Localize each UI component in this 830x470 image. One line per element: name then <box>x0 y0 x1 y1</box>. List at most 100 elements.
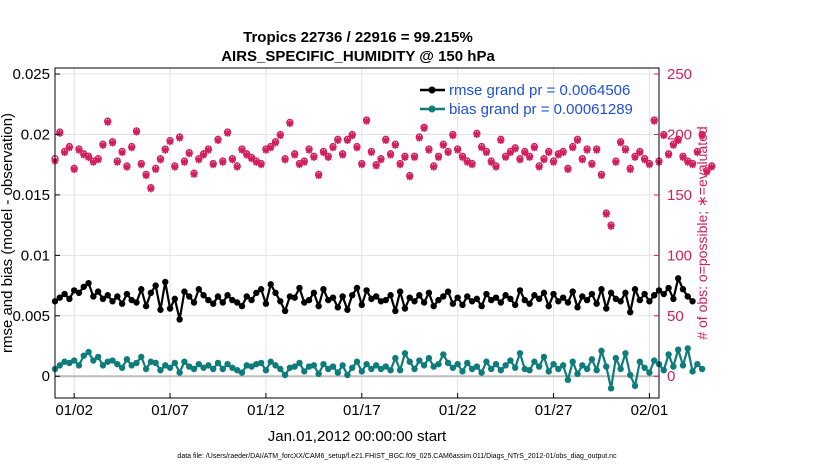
rmse-point <box>243 293 250 300</box>
obs-evaluated-point <box>329 144 337 152</box>
bias-point <box>262 366 270 374</box>
bias-point <box>411 365 418 373</box>
obs-evaluated-point <box>550 158 558 166</box>
rmse-point <box>138 286 145 293</box>
rmse-point <box>358 301 365 309</box>
rmse-point <box>559 294 567 301</box>
bias-point <box>574 370 581 378</box>
rmse-point <box>224 292 231 299</box>
obs-evaluated-point <box>104 118 112 126</box>
chart-subtitle: AIRS_SPECIFIC_HUMIDITY @ 150 hPa <box>221 48 495 65</box>
bias-point <box>430 363 437 370</box>
rmse-point <box>497 299 505 306</box>
bias-point <box>636 358 644 365</box>
obs-evaluated-point <box>506 149 514 157</box>
bias-point <box>157 366 164 374</box>
rmse-point <box>152 282 159 289</box>
rmse-point <box>162 278 169 286</box>
bias-point <box>85 348 92 356</box>
rmse-point <box>459 301 466 309</box>
rmse-point <box>430 302 437 310</box>
rmse-point <box>631 286 639 293</box>
rmse-point <box>435 296 442 304</box>
obs-evaluated-point <box>56 129 64 137</box>
rmse-point <box>689 298 696 305</box>
bias-point <box>564 376 572 384</box>
bias-point <box>396 366 404 374</box>
asterisk-stroke <box>665 151 672 159</box>
asterisk-stroke <box>205 147 212 154</box>
rmse-point <box>176 316 183 323</box>
rmse-point <box>200 292 207 299</box>
rmse-point <box>315 302 322 310</box>
bias-point <box>593 366 600 374</box>
rmse-point <box>118 300 126 307</box>
rmse-point <box>90 293 97 300</box>
asterisk-stroke <box>574 137 581 144</box>
asterisk-stroke <box>617 139 624 147</box>
obs-evaluated-point <box>401 153 409 161</box>
obs-evaluated-point <box>434 153 442 161</box>
obs-evaluated-point <box>224 129 232 137</box>
obs-evaluated-point <box>319 149 327 157</box>
rmse-point <box>564 299 572 306</box>
obs-evaluated-point <box>204 146 212 154</box>
bias-point <box>70 357 78 364</box>
rmse-point <box>651 292 658 299</box>
asterisk-stroke <box>416 134 423 142</box>
rmse-point <box>444 288 452 295</box>
bias-point <box>521 365 528 373</box>
rmse-point <box>540 289 548 297</box>
obs-evaluated-point <box>94 156 102 164</box>
asterisk-stroke <box>320 149 327 156</box>
obs-evaluated-point <box>276 132 284 140</box>
rmse-point <box>396 288 404 295</box>
bias-point <box>229 364 236 371</box>
rmse-point <box>555 298 562 305</box>
rmse-point <box>75 289 83 297</box>
asterisk-stroke <box>607 223 615 230</box>
obs-evaluated-point <box>660 132 668 140</box>
asterisk-stroke <box>459 154 466 161</box>
bias-point <box>607 385 615 392</box>
asterisk-stroke <box>627 166 634 173</box>
obs-evaluated-point <box>228 156 236 164</box>
obs-evaluated-point <box>300 158 308 166</box>
bias-point <box>142 365 150 373</box>
obs-evaluated-point <box>516 156 524 164</box>
obs-evaluated-point <box>248 155 256 163</box>
rmse-point <box>305 296 313 304</box>
asterisk-stroke <box>507 149 514 156</box>
asterisk-stroke <box>483 149 490 156</box>
rmse-point <box>248 296 255 304</box>
rmse-point <box>440 293 447 300</box>
asterisk-stroke <box>56 130 63 137</box>
obs-evaluated-point <box>626 166 634 174</box>
y-tick-label: 0 <box>42 368 50 385</box>
asterisk-stroke <box>190 171 198 178</box>
obs-evaluated-point <box>156 156 164 164</box>
bias-point <box>641 364 648 371</box>
rmse-point <box>401 305 409 312</box>
rmse-point <box>368 295 375 303</box>
asterisk-stroke <box>497 137 504 144</box>
bias-point <box>329 363 337 370</box>
obs-evaluated-point <box>353 144 361 152</box>
bias-point <box>75 362 83 369</box>
asterisk-stroke <box>123 163 131 171</box>
asterisk-stroke <box>339 151 346 159</box>
obs-evaluated-point <box>75 146 83 154</box>
rmse-point <box>372 293 380 300</box>
bias-point <box>382 363 389 370</box>
x-tick-label: 01/12 <box>247 402 285 419</box>
obs-evaluated-point <box>65 144 73 152</box>
obs-evaluated-point <box>109 139 117 147</box>
legend-rmse-label: rmse grand pr = 0.0064506 <box>449 82 630 99</box>
bias-point <box>200 364 207 371</box>
bias-point <box>277 365 284 373</box>
rmse-point <box>166 305 174 312</box>
rmse-point <box>627 308 634 316</box>
rmse-point <box>603 305 610 312</box>
asterisk-stroke <box>286 120 294 127</box>
rmse-point <box>377 298 385 305</box>
